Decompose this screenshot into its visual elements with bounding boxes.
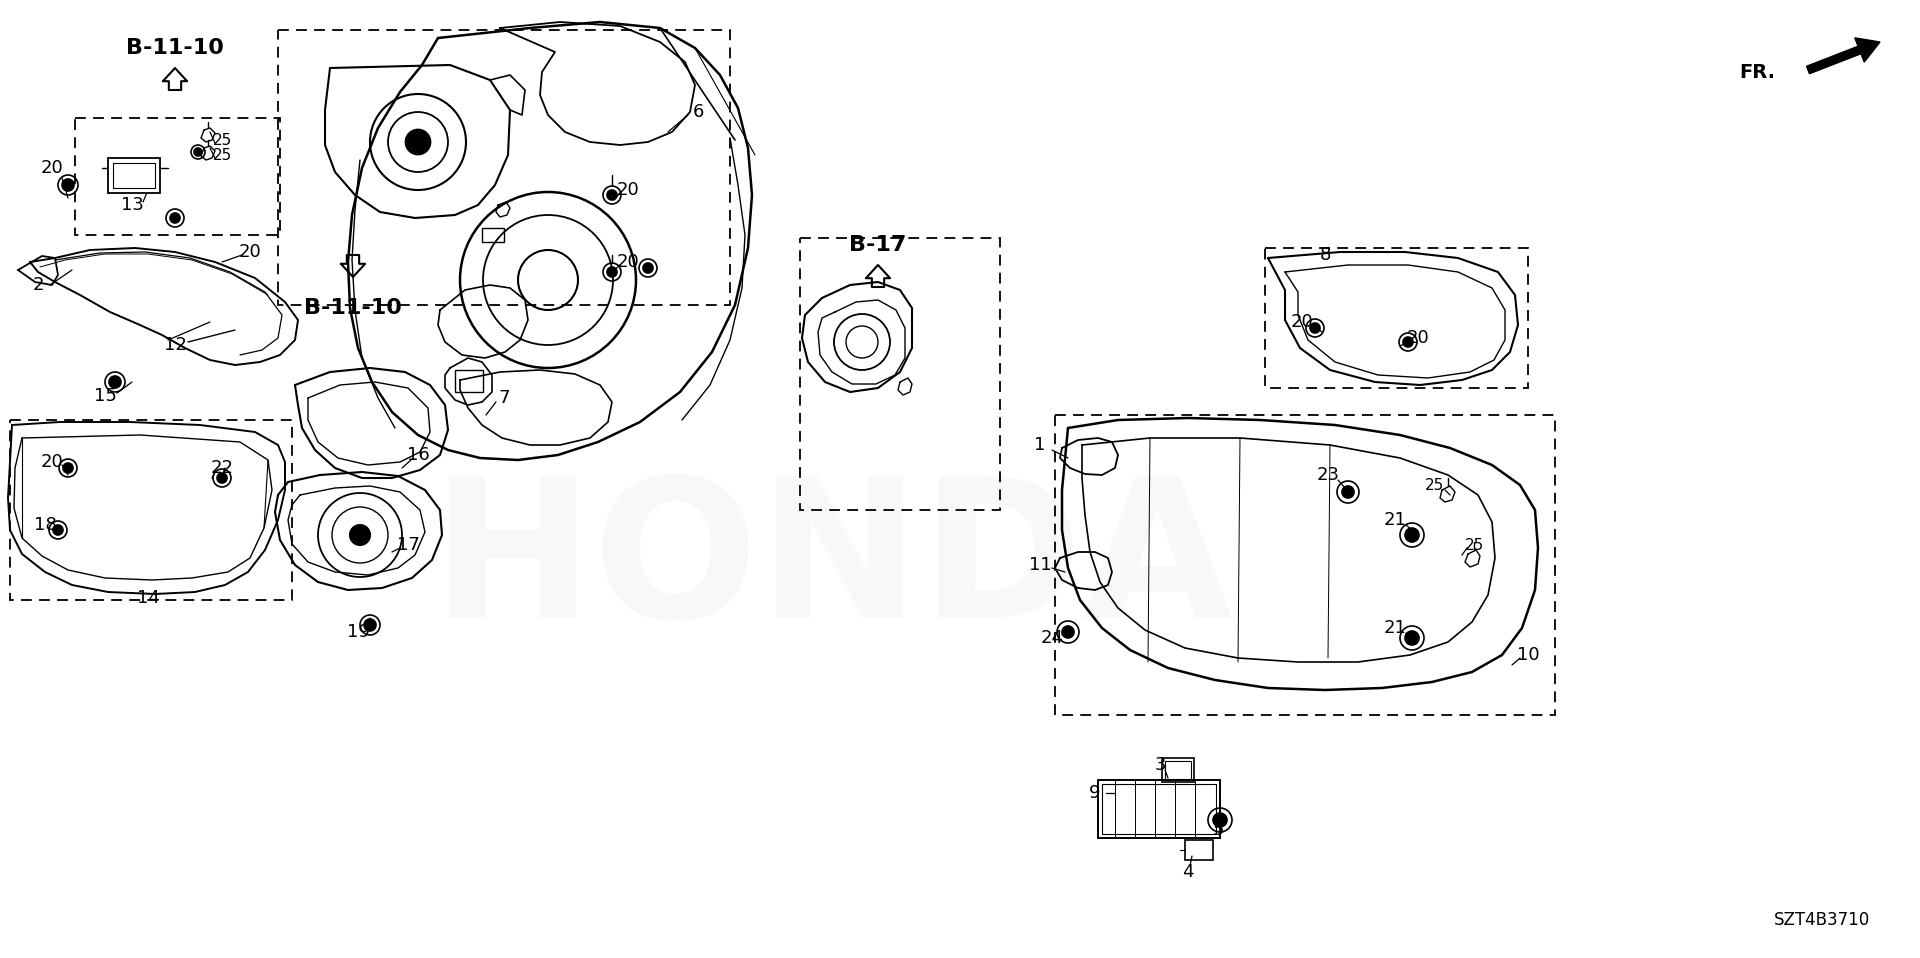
Text: 20: 20	[238, 243, 261, 261]
FancyArrow shape	[1807, 38, 1880, 74]
Bar	[1185, 840, 1213, 860]
Bar	[1102, 784, 1215, 834]
Text: 10: 10	[1517, 646, 1540, 664]
Text: 2: 2	[33, 276, 44, 294]
Text: B-11-10: B-11-10	[127, 38, 225, 58]
Text: 20: 20	[40, 159, 63, 177]
Text: B-17: B-17	[849, 235, 906, 255]
Circle shape	[194, 148, 202, 156]
Text: 24: 24	[1041, 629, 1064, 647]
Text: 25: 25	[1465, 537, 1484, 553]
Text: 3: 3	[1154, 756, 1165, 774]
Circle shape	[365, 619, 376, 631]
Text: 13: 13	[121, 196, 144, 214]
Bar	[1165, 761, 1190, 779]
Text: HONDA: HONDA	[430, 470, 1233, 658]
Text: 15: 15	[94, 387, 117, 405]
Bar	[801, 238, 1000, 510]
Text: 1: 1	[1035, 436, 1046, 454]
Text: 20: 20	[40, 453, 63, 471]
Text: 25: 25	[213, 148, 232, 163]
Text: 4: 4	[1183, 863, 1194, 881]
Text: 16: 16	[407, 446, 430, 464]
Bar	[455, 370, 484, 392]
Text: 25: 25	[1425, 477, 1444, 492]
Text: 11: 11	[1029, 556, 1052, 574]
Bar	[10, 420, 292, 600]
Circle shape	[1342, 486, 1354, 498]
Circle shape	[217, 473, 227, 483]
Circle shape	[109, 376, 121, 388]
Text: 18: 18	[35, 516, 56, 534]
Circle shape	[171, 213, 180, 223]
Text: 20: 20	[616, 181, 639, 199]
Circle shape	[61, 179, 75, 191]
Circle shape	[405, 130, 430, 154]
Text: 21: 21	[1384, 511, 1407, 529]
Circle shape	[1405, 528, 1419, 542]
Text: 7: 7	[499, 389, 509, 407]
Bar	[482, 228, 503, 242]
Text: 21: 21	[1384, 619, 1407, 637]
Circle shape	[1404, 337, 1413, 347]
Circle shape	[54, 525, 63, 535]
Text: 20: 20	[1407, 329, 1428, 347]
Text: 22: 22	[211, 459, 234, 477]
Bar	[1054, 415, 1555, 715]
Circle shape	[643, 263, 653, 273]
Text: 5: 5	[1212, 821, 1223, 839]
Bar	[75, 118, 280, 235]
Text: 12: 12	[163, 336, 186, 354]
Text: 17: 17	[397, 536, 419, 554]
Text: 8: 8	[1319, 246, 1331, 264]
Bar	[1098, 780, 1219, 838]
Circle shape	[1213, 813, 1227, 827]
Bar	[108, 158, 159, 193]
Circle shape	[607, 267, 616, 277]
Text: 14: 14	[136, 589, 159, 607]
Circle shape	[607, 190, 616, 200]
Text: 23: 23	[1317, 466, 1340, 484]
Text: 25: 25	[213, 132, 232, 148]
Text: FR.: FR.	[1740, 62, 1774, 81]
Circle shape	[63, 463, 73, 473]
Text: 20: 20	[1290, 313, 1313, 331]
Text: 9: 9	[1089, 784, 1100, 802]
Text: 20: 20	[616, 253, 639, 271]
Circle shape	[1405, 631, 1419, 645]
Text: 6: 6	[693, 103, 705, 121]
Text: B-11-10: B-11-10	[303, 298, 401, 318]
Circle shape	[1062, 626, 1073, 638]
Bar	[1265, 248, 1528, 388]
Circle shape	[1309, 323, 1321, 333]
Bar	[1162, 758, 1194, 782]
Bar	[113, 163, 156, 188]
Bar	[278, 30, 730, 305]
Circle shape	[349, 525, 371, 545]
Text: 19: 19	[348, 623, 369, 641]
Text: SZT4B3710: SZT4B3710	[1774, 911, 1870, 929]
